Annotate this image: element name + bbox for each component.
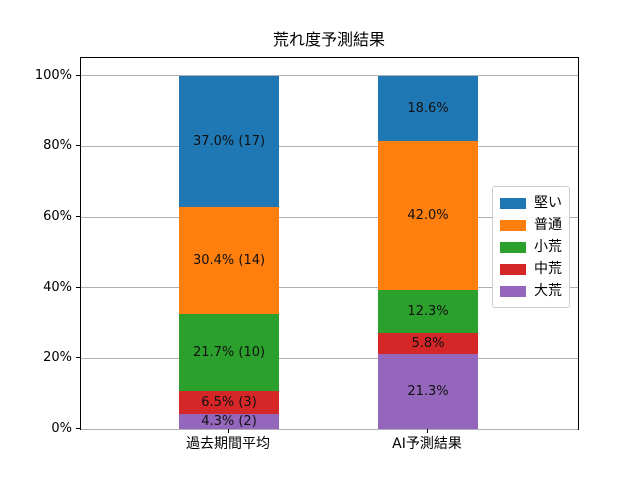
bar-segment-AI予測結果-普通: 42.0% [378,141,478,290]
y-tick-mark-80% [76,145,80,147]
bar-segment-AI予測結果-堅い: 18.6% [378,75,478,142]
legend-label-堅い: 堅い [534,195,562,211]
segment-value-label: 21.3% [407,383,449,399]
y-tick-label-20%: 20% [43,350,72,366]
y-tick-mark-0% [76,428,80,429]
gridline-20% [81,357,578,359]
legend-swatch-普通 [500,219,526,231]
legend: 堅い普通小荒中荒大荒 [492,186,570,308]
segment-value-label: 6.5% (3) [201,394,257,410]
bar-segment-過去期間平均-大荒: 4.3% (2) [179,413,279,429]
x-tick-mark-過去期間平均 [228,429,229,433]
segment-value-label: 18.6% [407,101,449,117]
gridline-40% [81,287,578,289]
x-tick-mark-AI予測結果 [427,429,428,433]
y-tick-label-0%: 0% [51,421,72,436]
y-tick-label-100%: 100% [34,67,72,83]
segment-value-label: 30.4% (14) [192,252,266,268]
x-tick-label-AI予測結果: AI予測結果 [392,436,462,452]
gridline-100% [81,75,578,77]
legend-swatch-堅い [500,197,526,209]
bar-segment-過去期間平均-中荒: 6.5% (3) [179,390,279,414]
gridline-60% [81,216,578,218]
segment-value-label: 37.0% (17) [192,133,266,149]
legend-label-普通: 普通 [534,217,562,233]
bar-segment-AI予測結果-中荒: 5.8% [378,333,478,354]
legend-label-大荒: 大荒 [534,283,562,299]
bar-segment-過去期間平均-普通: 30.4% (14) [179,206,279,315]
gridline-0% [81,428,578,430]
x-tick-label-過去期間平均: 過去期間平均 [186,436,270,452]
legend-label-中荒: 中荒 [534,261,562,277]
chart-title: 荒れ度予測結果 [272,30,385,49]
segment-value-label: 4.3% (2) [201,413,257,429]
y-tick-label-80%: 80% [43,138,72,154]
y-tick-mark-60% [76,216,80,217]
legend-item-堅い: 堅い [500,192,562,214]
y-tick-label-40%: 40% [43,279,72,295]
legend-swatch-小荒 [500,241,526,253]
segment-value-label: 12.3% [407,304,449,320]
legend-item-大荒: 大荒 [500,280,562,302]
segment-value-label: 5.8% [411,336,445,351]
y-tick-mark-100% [76,74,80,76]
legend-item-普通: 普通 [500,214,562,236]
y-tick-mark-40% [76,286,80,288]
legend-item-中荒: 中荒 [500,258,562,280]
legend-swatch-大荒 [500,285,526,297]
legend-item-小荒: 小荒 [500,236,562,258]
bar-segment-AI予測結果-大荒: 21.3% [378,353,478,429]
legend-label-小荒: 小荒 [534,239,562,255]
gridline-80% [81,145,578,147]
bar-segment-AI予測結果-小荒: 12.3% [378,289,478,334]
bar-segment-過去期間平均-堅い: 37.0% (17) [179,76,279,207]
segment-value-label: 42.0% [407,208,449,224]
y-tick-mark-20% [76,357,80,359]
bar-segment-過去期間平均-小荒: 21.7% (10) [179,314,279,391]
y-tick-label-60%: 60% [43,209,72,224]
legend-swatch-中荒 [500,263,526,275]
segment-value-label: 21.7% (10) [192,345,266,360]
